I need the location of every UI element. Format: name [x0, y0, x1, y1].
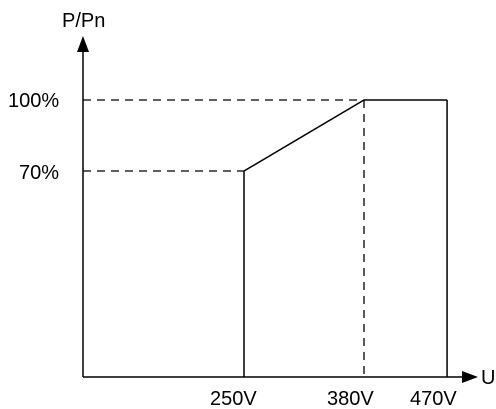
series-0-segment-1: [243, 99, 365, 172]
x-axis-arrow-icon: [462, 371, 478, 383]
labels: P/Pn U 100% 70% 250V 380V 470V: [8, 10, 495, 409]
x-tick-label-380v: 380V: [327, 388, 374, 409]
reference-lines: [83, 99, 365, 377]
y-axis-arrow-icon: [77, 36, 89, 52]
x-axis-label: U: [481, 367, 495, 389]
axes: [77, 36, 478, 383]
x-tick-label-470v: 470V: [410, 388, 457, 409]
y-tick-label-100: 100%: [8, 90, 59, 112]
y-axis-label: P/Pn: [62, 10, 105, 32]
x-tick-label-250v: 250V: [210, 388, 257, 409]
y-tick-label-70: 70%: [19, 162, 59, 184]
series-layer: [243, 99, 448, 378]
